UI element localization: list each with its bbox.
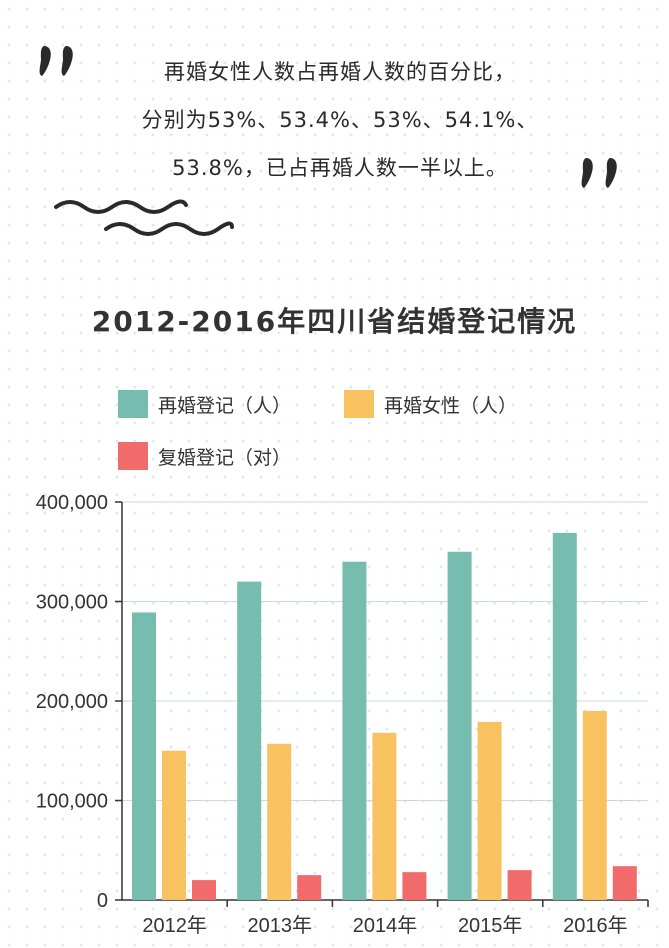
x-tick-label: 2015年 xyxy=(458,914,523,937)
y-tick-label: 300,000 xyxy=(36,592,108,614)
bar xyxy=(132,612,156,900)
bar-chart: 0 100,000 200,000 300,000 400,000 2012年 2013年 2… xyxy=(36,492,649,937)
legend-swatch xyxy=(118,442,148,470)
bar xyxy=(267,743,292,900)
quote-line: 再婚女性人数占再婚人数的百分比， xyxy=(164,60,516,84)
legend-label: 再婚登记（人） xyxy=(158,394,292,417)
y-tick-label: 200,000 xyxy=(36,691,108,713)
bar xyxy=(507,870,532,900)
bar xyxy=(477,721,502,900)
bar xyxy=(192,880,216,900)
x-tick-label: 2012年 xyxy=(142,914,207,937)
open-quote-icon xyxy=(39,46,73,76)
legend-swatch xyxy=(344,390,374,418)
bar xyxy=(342,561,367,900)
close-quote-icon xyxy=(581,158,617,188)
bar xyxy=(552,532,577,900)
legend-item-remarry: 再婚登记（人） xyxy=(118,390,291,418)
bar xyxy=(162,750,186,900)
bar xyxy=(447,551,472,900)
bar xyxy=(402,872,427,900)
legend-label: 再婚女性（人） xyxy=(384,394,518,417)
y-tick-label: 100,000 xyxy=(36,791,108,813)
legend-item-female: 再婚女性（人） xyxy=(344,390,517,418)
legend-label: 复婚登记（对） xyxy=(158,446,292,469)
legend-swatch xyxy=(118,390,148,418)
wave-decoration-icon xyxy=(54,199,234,236)
x-tick-label: 2013年 xyxy=(248,914,313,937)
chart-title: 2012-2016年四川省结婚登记情况 xyxy=(91,305,578,338)
bar xyxy=(237,581,262,900)
quote-line: 分别为53%、53.4%、53%、54.1%、 xyxy=(141,108,539,132)
legend-item-reunion: 复婚登记（对） xyxy=(118,442,291,470)
bar xyxy=(612,866,637,900)
bar xyxy=(582,710,607,900)
y-tick-label: 0 xyxy=(97,890,108,912)
bar xyxy=(297,875,322,900)
x-tick-label: 2014年 xyxy=(353,914,418,937)
quote-line: 53.8%，已占再婚人数一半以上。 xyxy=(172,156,508,180)
x-tick-label: 2016年 xyxy=(563,914,628,937)
quote-text: 再婚女性人数占再婚人数的百分比， 分别为53%、53.4%、53%、54.1%、… xyxy=(60,48,620,192)
bar xyxy=(372,732,397,900)
y-tick-label: 400,000 xyxy=(36,492,108,514)
